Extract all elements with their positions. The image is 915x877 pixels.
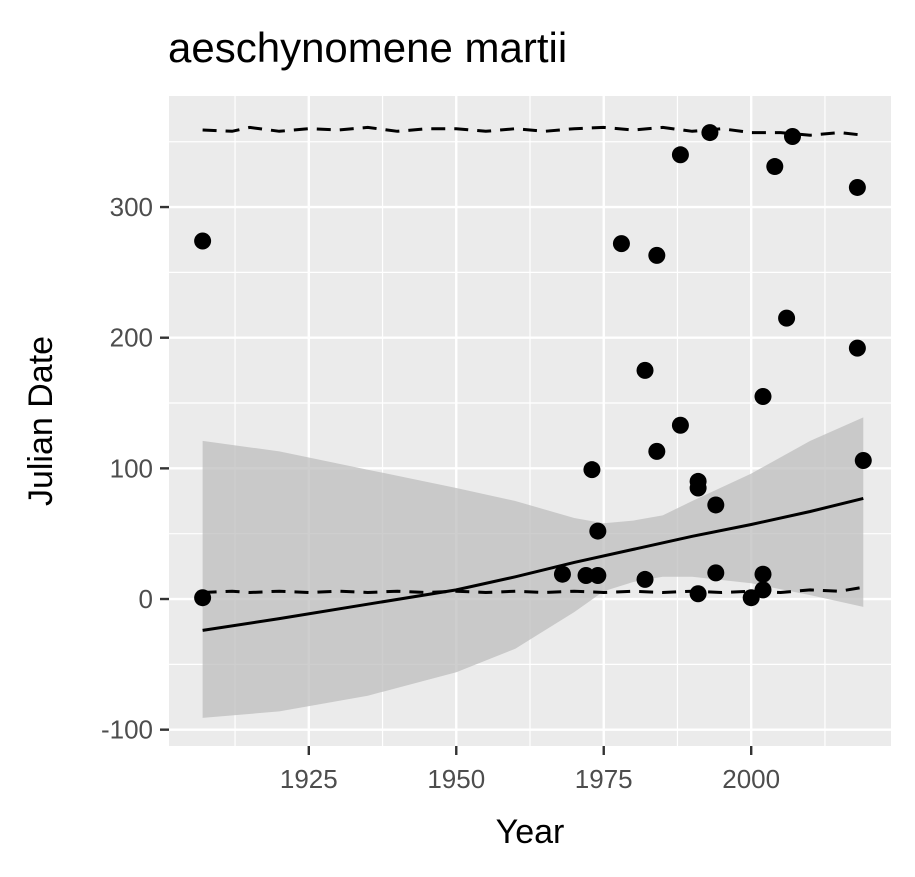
data-points (194, 124, 872, 607)
y-axis: -100 0 100 200 300 (101, 192, 169, 745)
data-point (754, 581, 772, 599)
upper-quantile-line (202, 125, 864, 137)
y-tick-label: -100 (101, 715, 153, 745)
fit-line (202, 496, 864, 632)
data-point (854, 452, 872, 470)
data-point (848, 339, 866, 357)
data-point (671, 416, 689, 434)
chart-title: aeschynomene martii (168, 24, 567, 71)
data-point (778, 309, 796, 327)
data-point (194, 589, 212, 607)
data-point (689, 585, 707, 603)
data-point (754, 388, 772, 406)
data-point (612, 235, 630, 253)
data-point (636, 570, 654, 588)
data-point (671, 146, 689, 164)
x-tick-label: 1975 (575, 764, 633, 794)
data-point (648, 442, 666, 460)
x-tick-label: 2000 (722, 764, 780, 794)
x-axis: 1925 1950 1975 2000 (280, 746, 780, 794)
data-point (194, 232, 212, 250)
y-axis-title: Julian Date (22, 336, 60, 506)
y-tick-label: 100 (110, 453, 153, 483)
data-point (583, 461, 601, 479)
y-tick-label: 0 (139, 584, 153, 614)
data-point (589, 522, 607, 540)
data-point (553, 565, 571, 583)
data-point (689, 479, 707, 497)
x-tick-label: 1925 (280, 764, 338, 794)
data-point (636, 361, 654, 379)
data-point (589, 566, 607, 584)
data-point (701, 124, 719, 142)
data-point (848, 178, 866, 196)
data-point (783, 128, 801, 146)
x-tick-label: 1950 (427, 764, 485, 794)
x-axis-title: Year (496, 813, 565, 851)
data-point (577, 566, 595, 584)
data-point (766, 158, 784, 176)
y-tick-label: 200 (110, 323, 153, 353)
y-tick-label: 300 (110, 192, 153, 222)
data-point (754, 565, 772, 583)
data-point (707, 564, 725, 582)
data-point (707, 496, 725, 514)
data-point (648, 246, 666, 264)
confidence-band (202, 417, 864, 718)
